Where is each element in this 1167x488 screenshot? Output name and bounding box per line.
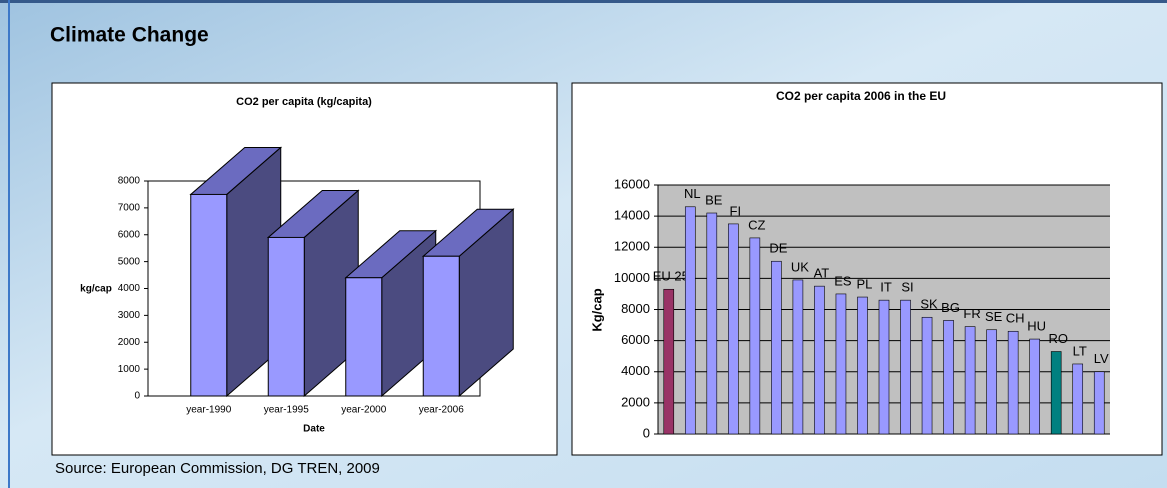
bar xyxy=(190,193,228,397)
bar xyxy=(1007,330,1019,435)
bar xyxy=(663,288,675,435)
x-tick-label: year-1990 xyxy=(186,405,231,416)
x-tick-label: year-1995 xyxy=(264,405,309,416)
y-tick-label: 8000 xyxy=(118,176,141,187)
bar-label: BG xyxy=(941,300,960,315)
y-tick-label: 4000 xyxy=(621,363,650,378)
bar xyxy=(964,326,976,435)
bar xyxy=(857,296,868,435)
bar-label: BE xyxy=(705,192,723,207)
y-tick-label: 2000 xyxy=(118,337,141,348)
bar xyxy=(814,285,825,435)
bar xyxy=(986,329,997,435)
bar-label: IT xyxy=(880,280,892,295)
bar-label: RO xyxy=(1048,331,1068,346)
bar-label: PL xyxy=(857,276,873,291)
bar-label: FI xyxy=(730,203,742,218)
bar xyxy=(878,299,890,435)
y-tick-label: 10000 xyxy=(614,270,650,285)
slide-title: Climate Change xyxy=(50,24,209,47)
x-tick-label: year-2000 xyxy=(341,405,386,416)
bar xyxy=(345,277,383,397)
bar-label: SI xyxy=(901,280,913,295)
y-tick-label: 3000 xyxy=(118,310,141,321)
bar xyxy=(422,255,460,397)
bar xyxy=(1093,371,1105,435)
bar xyxy=(728,223,739,435)
bar-label: HU xyxy=(1027,319,1046,334)
y-tick-label: 0 xyxy=(643,425,650,440)
y-tick-label: 4000 xyxy=(118,283,141,294)
bar xyxy=(267,236,305,397)
y-tick-label: 5000 xyxy=(118,256,141,267)
bar-label: CH xyxy=(1006,311,1025,326)
chart-title: CO2 per capita 2006 in the EU xyxy=(776,89,946,103)
y-tick-label: 1000 xyxy=(118,364,141,375)
y-tick-label: 12000 xyxy=(614,239,650,254)
source: Source: European Commission, DG TREN, 20… xyxy=(55,460,380,477)
bar-label: DE xyxy=(769,241,787,256)
bar-label: AT xyxy=(814,266,830,281)
y-tick-label: 2000 xyxy=(621,394,650,409)
bar xyxy=(706,212,718,435)
bar-label: SE xyxy=(985,309,1003,324)
bar xyxy=(1029,338,1040,435)
bar xyxy=(1050,351,1062,435)
y-axis-label: Kg/cap xyxy=(589,288,604,331)
y-axis-label: kg/cap xyxy=(80,284,112,295)
chart-title: CO2 per capita (kg/capita) xyxy=(236,96,372,108)
top-border xyxy=(0,0,1167,3)
x-tick-label: year-2006 xyxy=(419,405,464,416)
left-border xyxy=(8,0,10,488)
bar xyxy=(835,293,847,435)
bar-label: FR xyxy=(963,306,980,321)
bar-label: CZ xyxy=(748,217,765,232)
x-axis-label: Date xyxy=(303,424,325,435)
y-tick-label: 16000 xyxy=(614,176,650,191)
bar-label: EU 25 xyxy=(653,269,689,284)
bar-label: ES xyxy=(834,273,852,288)
y-tick-label: 6000 xyxy=(118,229,141,240)
bar-label: NL xyxy=(684,186,701,201)
bar-label: LT xyxy=(1073,343,1087,358)
bar xyxy=(749,237,761,435)
y-tick-label: 0 xyxy=(134,391,140,402)
bar xyxy=(792,279,804,435)
bar xyxy=(900,299,911,435)
bar xyxy=(771,260,782,435)
bar-label: UK xyxy=(791,259,809,274)
bar-label: LV xyxy=(1094,351,1109,366)
y-tick-label: 8000 xyxy=(621,301,650,316)
y-tick-label: 6000 xyxy=(621,332,650,347)
y-tick-label: 14000 xyxy=(614,208,650,223)
bar xyxy=(943,320,954,435)
bar xyxy=(921,316,933,435)
bar xyxy=(684,206,696,435)
bar-label: SK xyxy=(920,297,938,312)
y-tick-label: 7000 xyxy=(118,203,141,214)
bar xyxy=(1072,363,1084,435)
